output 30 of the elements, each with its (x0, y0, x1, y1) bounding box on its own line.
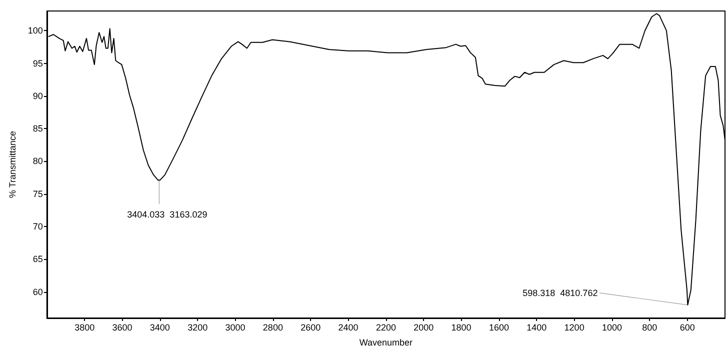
y-axis-title: % Transmittance (8, 130, 18, 198)
x-tick-label: 3800 (74, 322, 95, 332)
x-tick-label: 2600 (300, 322, 321, 332)
x-tick-label: 1400 (526, 322, 547, 332)
y-tick-label: 70 (32, 222, 43, 232)
x-tick-label: 3200 (188, 322, 208, 332)
x-tick-label: 3000 (225, 322, 246, 332)
y-tick-label: 95 (32, 58, 43, 68)
x-tick-label: 2400 (338, 322, 358, 332)
y-tick-label: 75 (32, 188, 43, 199)
x-tick-label: 600 (680, 322, 695, 332)
x-tick-label: 3600 (112, 322, 132, 332)
x-tick-label: 1600 (488, 322, 509, 332)
y-tick-label: 85 (32, 124, 43, 134)
x-tick-label: 800 (642, 322, 658, 332)
x-tick-label: 2200 (376, 322, 396, 332)
x-axis-title: Wavenumber (359, 338, 413, 348)
x-tick-label: 2800 (262, 322, 283, 332)
y-tick-label: 100 (28, 26, 43, 36)
x-tick-label: 2000 (414, 322, 434, 332)
x-tick-label: 1000 (602, 322, 622, 332)
y-tick-label: 90 (32, 90, 43, 101)
x-tick-label: 1200 (564, 322, 584, 332)
x-tick-label: 3400 (150, 322, 170, 332)
y-tick-label: 65 (32, 254, 43, 264)
annotation: 3404.033 3163.029 (127, 210, 208, 220)
y-tick-label: 80 (32, 156, 43, 166)
annotation: 598.318 4810.762 (522, 288, 598, 298)
y-tick-label: 60 (32, 286, 43, 297)
x-tick-label: 1800 (451, 322, 472, 332)
